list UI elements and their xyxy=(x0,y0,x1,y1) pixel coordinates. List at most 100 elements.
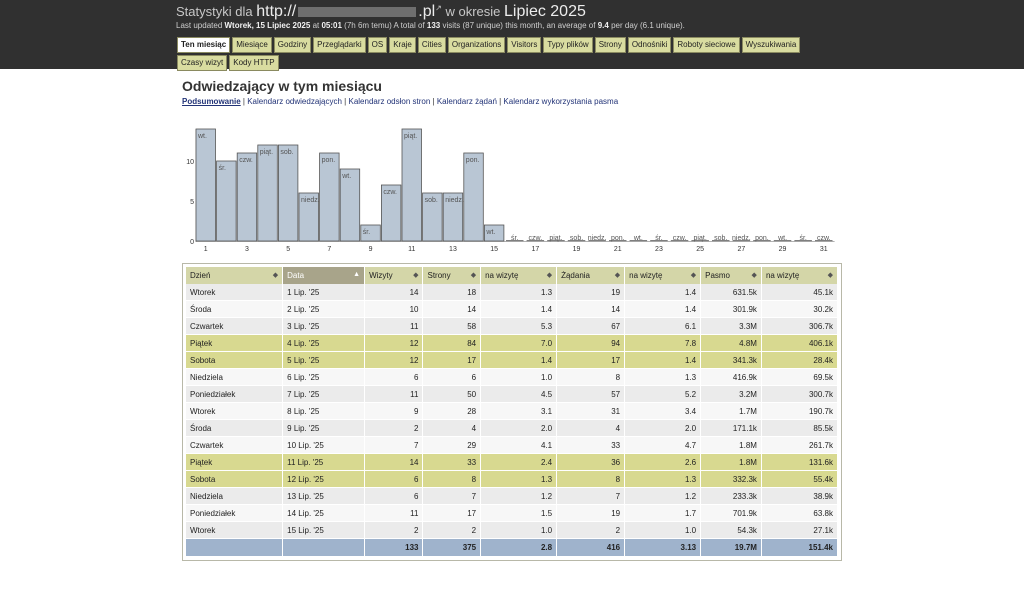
table-cell: 11 xyxy=(364,317,424,335)
table-cell: 6.1 xyxy=(624,317,702,335)
bar-day-label: niedz. xyxy=(588,235,607,242)
bar-day-label: piąt. xyxy=(549,235,562,242)
table-cell: 6 xyxy=(422,368,482,386)
table-cell: 94 xyxy=(556,334,626,352)
sort-icon: ◆ xyxy=(690,272,697,279)
table-cell: 1.3 xyxy=(480,470,558,488)
bar-day-label: czw. xyxy=(239,157,253,164)
table-cell: 57 xyxy=(556,385,626,403)
column-header[interactable]: Pasmo ◆ xyxy=(700,267,762,284)
tab-item[interactable]: Strony xyxy=(594,37,626,53)
chart-bar xyxy=(442,192,464,242)
table-cell: 14 xyxy=(556,300,626,318)
chart-bar xyxy=(257,144,278,242)
tab-item[interactable]: Odnośniki xyxy=(627,37,672,53)
table-row: Wtorek 15 Lip. '25 2 2 1.0 2 1.0 54.3k 27.1k xyxy=(186,521,839,539)
subnav-link[interactable]: Kalendarz żądań xyxy=(436,97,497,106)
column-header[interactable]: Żądania ◆ xyxy=(556,267,626,284)
avg-per-day: 9.4 xyxy=(597,21,609,30)
tab-item[interactable]: Typy plików xyxy=(543,37,593,53)
table-cell: 3.2M xyxy=(700,385,762,403)
title-prefix: Statystyki dla xyxy=(176,4,253,19)
table-cell: 36 xyxy=(556,453,626,471)
column-header-label: Dzień xyxy=(190,271,211,280)
table-row: Poniedziałek 7 Lip. '25 11 50 4.5 57 5.2 3.2M 30… xyxy=(186,385,839,403)
table-cell: 9 xyxy=(364,402,424,420)
tab-item[interactable]: Cities xyxy=(417,37,446,53)
total-cell: 2.8 xyxy=(480,538,558,557)
bar-day-label: piąt. xyxy=(694,235,707,242)
table-cell: 1.8M xyxy=(700,453,762,471)
table-cell: 7 xyxy=(556,487,626,505)
x-tick-label: 17 xyxy=(531,246,539,253)
subnav-link[interactable]: Kalendarz wykorzystania pasma xyxy=(503,97,619,106)
column-header[interactable]: Wizyty ◆ xyxy=(364,267,424,284)
column-header-label: na wizytę xyxy=(485,271,519,280)
table-cell: 9 Lip. '25 xyxy=(282,419,366,437)
subnav-link[interactable]: Kalendarz odwiedzających xyxy=(247,97,342,106)
table-cell: 11 Lip. '25 xyxy=(282,453,366,471)
column-header[interactable]: Data ▲ xyxy=(282,267,366,284)
table-cell: 28.4k xyxy=(761,351,839,369)
bar-day-label: wt. xyxy=(197,133,207,140)
table-cell: 6 Lip. '25 xyxy=(282,368,366,386)
column-header[interactable]: na wizytę ◆ xyxy=(624,267,702,284)
tab-item[interactable]: Kraje xyxy=(389,37,416,53)
table-cell: Wtorek xyxy=(186,402,284,420)
table-cell: 171.1k xyxy=(700,419,762,437)
table-cell: 28 xyxy=(422,402,482,420)
table-cell: 701.9k xyxy=(700,504,762,522)
column-header[interactable]: Strony ◆ xyxy=(422,267,482,284)
table-cell: 3.3M xyxy=(700,317,762,335)
main-content: Odwiedzający w tym miesiącu Podsumowanie… xyxy=(182,78,842,106)
tab-item[interactable]: Kody HTTP xyxy=(229,55,279,71)
table-cell: 85.5k xyxy=(761,419,839,437)
tab-item[interactable]: Przeglądarki xyxy=(313,37,366,53)
tab-item[interactable]: Miesiące xyxy=(232,37,272,53)
tab-item[interactable]: Visitors xyxy=(507,37,542,53)
column-header[interactable]: Dzień ◆ xyxy=(186,267,284,284)
column-header-label: na wizytę xyxy=(629,271,663,280)
tab-item[interactable]: OS xyxy=(367,37,388,53)
table-cell: Niedziela xyxy=(186,368,284,386)
column-header[interactable]: na wizytę ◆ xyxy=(480,267,558,284)
table-body: Wtorek 1 Lip. '25 14 18 1.3 19 1.4 631.5k 45.1k Ś… xyxy=(186,284,839,557)
table-cell: 1.2 xyxy=(624,487,702,505)
table-cell: 14 xyxy=(364,284,424,301)
bar-day-label: czw. xyxy=(383,189,397,196)
table-cell: 3.1 xyxy=(480,402,558,420)
total-cell: 151.4k xyxy=(761,538,839,557)
tab-item[interactable]: Organizations xyxy=(447,37,506,53)
tab-item[interactable]: Wyszukiwania xyxy=(741,37,801,53)
tab-item[interactable]: Godziny xyxy=(273,37,312,53)
table-cell: 55.4k xyxy=(761,470,839,488)
table-cell: 2.4 xyxy=(480,453,558,471)
x-tick-label: 9 xyxy=(369,246,373,253)
subnav-separator: | xyxy=(240,97,248,106)
table-cell: 4.5 xyxy=(480,385,558,403)
table-cell: 1.8M xyxy=(700,436,762,454)
table-cell: 19 xyxy=(556,284,626,301)
table-cell: 4 xyxy=(556,419,626,437)
total-cell: 3.13 xyxy=(624,538,702,557)
column-header[interactable]: na wizytę ◆ xyxy=(761,267,839,284)
table-cell: 38.9k xyxy=(761,487,839,505)
tab-item[interactable]: Czasy wizyt xyxy=(177,55,228,71)
tab-item[interactable]: Roboty sieciowe xyxy=(673,37,740,53)
table-cell: 11 xyxy=(364,385,424,403)
table-cell: 1.4 xyxy=(624,284,702,301)
external-link-icon[interactable]: ↗ xyxy=(435,3,442,13)
table-cell: 29 xyxy=(422,436,482,454)
subnav-link[interactable]: Podsumowanie xyxy=(182,97,241,106)
period-label: w okresie xyxy=(445,4,501,19)
table-row: Piątek 11 Lip. '25 14 33 2.4 36 2.6 1.8M 131.6k xyxy=(186,453,839,471)
table-cell: 1.4 xyxy=(480,351,558,369)
site-url[interactable]: http://.pl xyxy=(256,3,436,20)
table-row: Środa 9 Lip. '25 2 4 2.0 4 2.0 171.1k 85.5k xyxy=(186,419,839,437)
table-cell: Czwartek xyxy=(186,317,284,335)
table-cell: 1.4 xyxy=(624,300,702,318)
subnav-link[interactable]: Kalendarz odsłon stron xyxy=(348,97,431,106)
x-tick-label: 1 xyxy=(204,246,208,253)
table-cell: 1.3 xyxy=(624,470,702,488)
tab-item[interactable]: Ten miesiąc xyxy=(177,37,231,53)
